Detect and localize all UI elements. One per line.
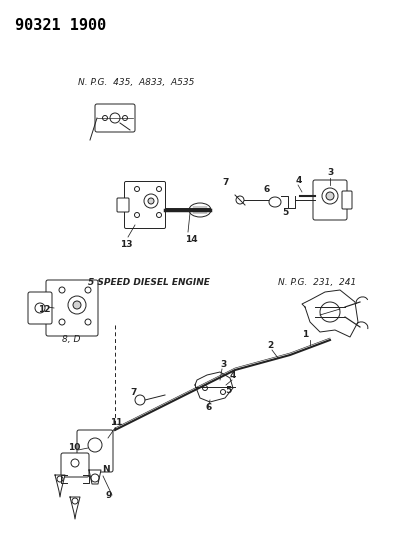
Circle shape xyxy=(148,198,154,204)
Text: 4: 4 xyxy=(230,371,236,380)
FancyBboxPatch shape xyxy=(77,430,113,472)
Circle shape xyxy=(71,459,79,467)
Circle shape xyxy=(220,390,226,394)
Ellipse shape xyxy=(189,203,211,217)
Circle shape xyxy=(236,196,244,204)
Circle shape xyxy=(35,303,45,313)
FancyBboxPatch shape xyxy=(61,453,89,477)
Circle shape xyxy=(57,476,63,482)
FancyBboxPatch shape xyxy=(125,182,166,229)
Circle shape xyxy=(110,113,120,123)
Circle shape xyxy=(123,116,127,120)
Text: 8, D: 8, D xyxy=(62,335,80,344)
Polygon shape xyxy=(70,497,80,519)
Circle shape xyxy=(320,302,340,322)
Circle shape xyxy=(59,319,65,325)
Text: 9: 9 xyxy=(105,491,111,500)
Text: 4: 4 xyxy=(296,176,302,185)
Text: 6: 6 xyxy=(205,403,211,412)
Text: 5: 5 xyxy=(282,208,288,217)
Polygon shape xyxy=(55,475,65,497)
Circle shape xyxy=(326,192,334,200)
Text: 5: 5 xyxy=(225,386,231,395)
Text: 1: 1 xyxy=(302,330,308,339)
Text: 7: 7 xyxy=(222,178,228,187)
Circle shape xyxy=(135,395,145,405)
Circle shape xyxy=(68,296,86,314)
Circle shape xyxy=(91,474,99,482)
Circle shape xyxy=(85,319,91,325)
Polygon shape xyxy=(302,290,358,337)
Circle shape xyxy=(103,116,107,120)
Text: 10: 10 xyxy=(68,443,80,452)
Text: 3: 3 xyxy=(220,360,226,369)
Circle shape xyxy=(72,498,78,504)
Text: N: N xyxy=(102,465,109,474)
Text: 90321 1900: 90321 1900 xyxy=(15,18,106,33)
Circle shape xyxy=(135,187,140,191)
Polygon shape xyxy=(89,470,101,484)
Circle shape xyxy=(88,438,102,452)
Text: N. P.G.  231,  241: N. P.G. 231, 241 xyxy=(278,278,356,287)
Text: 3: 3 xyxy=(327,168,333,177)
Circle shape xyxy=(156,213,162,217)
Text: 2: 2 xyxy=(267,341,273,350)
Text: 13: 13 xyxy=(120,240,133,249)
Circle shape xyxy=(85,287,91,293)
Circle shape xyxy=(144,194,158,208)
Text: 7: 7 xyxy=(130,388,137,397)
Circle shape xyxy=(203,385,207,391)
Text: 12: 12 xyxy=(38,305,51,314)
Text: 6: 6 xyxy=(263,185,269,194)
Circle shape xyxy=(322,188,338,204)
FancyBboxPatch shape xyxy=(46,280,98,336)
Polygon shape xyxy=(195,372,233,402)
Circle shape xyxy=(59,287,65,293)
Circle shape xyxy=(156,187,162,191)
Text: 5 SPEED DIESEL ENGINE: 5 SPEED DIESEL ENGINE xyxy=(88,278,210,287)
Text: 14: 14 xyxy=(185,235,198,244)
Text: 11: 11 xyxy=(110,418,123,427)
Circle shape xyxy=(135,213,140,217)
FancyBboxPatch shape xyxy=(95,104,135,132)
FancyBboxPatch shape xyxy=(313,180,347,220)
FancyBboxPatch shape xyxy=(117,198,129,212)
FancyBboxPatch shape xyxy=(342,191,352,209)
Text: N. P.G.  435,  A833,  A535: N. P.G. 435, A833, A535 xyxy=(78,78,194,87)
FancyBboxPatch shape xyxy=(28,292,52,324)
Circle shape xyxy=(73,301,81,309)
